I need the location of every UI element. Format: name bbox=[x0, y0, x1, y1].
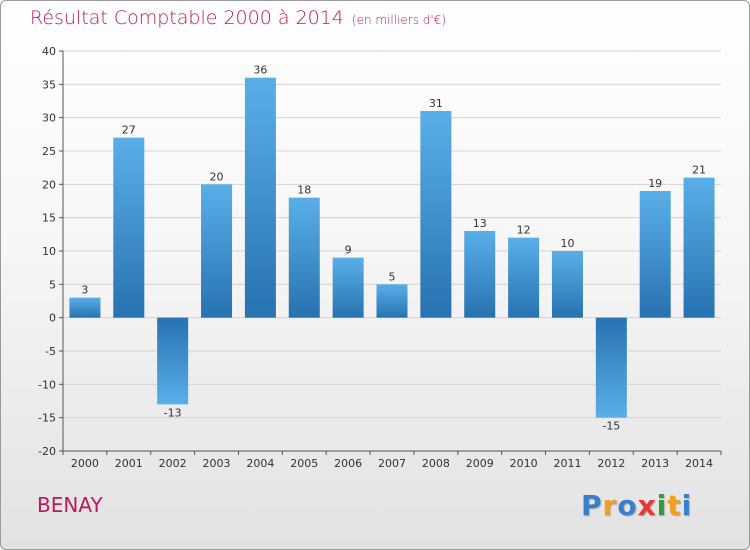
bar-2012 bbox=[595, 317, 627, 418]
x-tick-label-2009: 2009 bbox=[466, 457, 494, 470]
y-tick-label: 0 bbox=[49, 312, 56, 325]
logo-letter: P bbox=[581, 489, 603, 522]
bar-2007 bbox=[376, 284, 408, 318]
data-label-2003: 20 bbox=[210, 170, 224, 183]
data-label-2011: 10 bbox=[560, 237, 574, 250]
chart-title: Résultat Comptable 2000 à 2014 (en millie… bbox=[30, 7, 446, 29]
y-tick-label: 30 bbox=[42, 112, 56, 125]
bar-2002 bbox=[157, 317, 189, 405]
y-tick-label: 40 bbox=[42, 45, 56, 58]
x-tick-label-2008: 2008 bbox=[422, 457, 450, 470]
x-tick-label-2010: 2010 bbox=[510, 457, 538, 470]
x-tick-label-2006: 2006 bbox=[334, 457, 362, 470]
data-label-2001: 27 bbox=[122, 124, 136, 137]
x-tick-label-2002: 2002 bbox=[159, 457, 187, 470]
city-name: BENAY bbox=[37, 493, 103, 517]
x-tick-label-2013: 2013 bbox=[641, 457, 669, 470]
label-layer: 3 27 -13 20 36 18 9 5 31 13 12 10 -15 19 21 bbox=[81, 64, 706, 433]
bar-2005 bbox=[288, 197, 320, 318]
y-tick-label: 25 bbox=[42, 145, 56, 158]
x-tick-label-2004: 2004 bbox=[246, 457, 274, 470]
bar-2010 bbox=[508, 237, 540, 318]
x-tick-label-2003: 2003 bbox=[203, 457, 231, 470]
data-label-2009: 13 bbox=[473, 217, 487, 230]
data-label-2008: 31 bbox=[429, 97, 443, 110]
x-tick-label-2001: 2001 bbox=[115, 457, 143, 470]
data-label-2007: 5 bbox=[389, 270, 396, 283]
y-tick-label: 5 bbox=[49, 278, 56, 291]
chart-subtitle: (en milliers d'€) bbox=[351, 13, 447, 27]
y-tick-label: -10 bbox=[38, 378, 56, 391]
y-tick-label: -15 bbox=[38, 412, 56, 425]
data-label-2010: 12 bbox=[517, 224, 531, 237]
x-tick-label-2011: 2011 bbox=[553, 457, 581, 470]
y-tick-label: 10 bbox=[42, 245, 56, 258]
data-label-2013: 19 bbox=[648, 177, 662, 190]
y-tick-label: 15 bbox=[42, 212, 56, 225]
bar-2003 bbox=[201, 184, 233, 318]
bar-2013 bbox=[639, 191, 671, 318]
bar-2001 bbox=[113, 137, 145, 318]
x-tick-label-2007: 2007 bbox=[378, 457, 406, 470]
bar-layer bbox=[69, 77, 715, 418]
x-tick-label-2014: 2014 bbox=[685, 457, 713, 470]
x-tick-label-2005: 2005 bbox=[290, 457, 318, 470]
x-tick-label-2000: 2000 bbox=[71, 457, 99, 470]
data-label-2014: 21 bbox=[692, 164, 706, 177]
data-label-2005: 18 bbox=[297, 184, 311, 197]
logo-letter: r bbox=[602, 489, 618, 522]
bar-2014 bbox=[683, 177, 715, 318]
data-label-2000: 3 bbox=[81, 284, 88, 297]
data-label-2004: 36 bbox=[253, 64, 267, 77]
y-tick-label: -5 bbox=[45, 345, 56, 358]
bar-2009 bbox=[464, 231, 496, 318]
bar-2004 bbox=[244, 77, 276, 318]
proxiti-logo: Proxiti bbox=[581, 489, 692, 522]
bar-2006 bbox=[332, 257, 364, 318]
logo-letter: t bbox=[667, 489, 682, 522]
logo-letter: i bbox=[681, 489, 693, 522]
logo-letter: x bbox=[637, 489, 657, 522]
logo-letter: o bbox=[617, 489, 638, 522]
data-label-2012: -15 bbox=[602, 420, 620, 433]
logo-letter: i bbox=[656, 489, 668, 522]
bar-2008 bbox=[420, 111, 452, 318]
data-label-2006: 9 bbox=[345, 244, 352, 257]
y-tick-label: -20 bbox=[38, 445, 56, 458]
bar-2011 bbox=[551, 251, 583, 318]
y-tick-label: 20 bbox=[42, 178, 56, 191]
bar-2000 bbox=[69, 297, 101, 318]
title-text: Résultat Comptable 2000 à 2014 bbox=[30, 7, 344, 29]
y-tick-label: 35 bbox=[42, 78, 56, 91]
data-label-2002: -13 bbox=[164, 406, 182, 419]
x-tick-label-2012: 2012 bbox=[597, 457, 625, 470]
